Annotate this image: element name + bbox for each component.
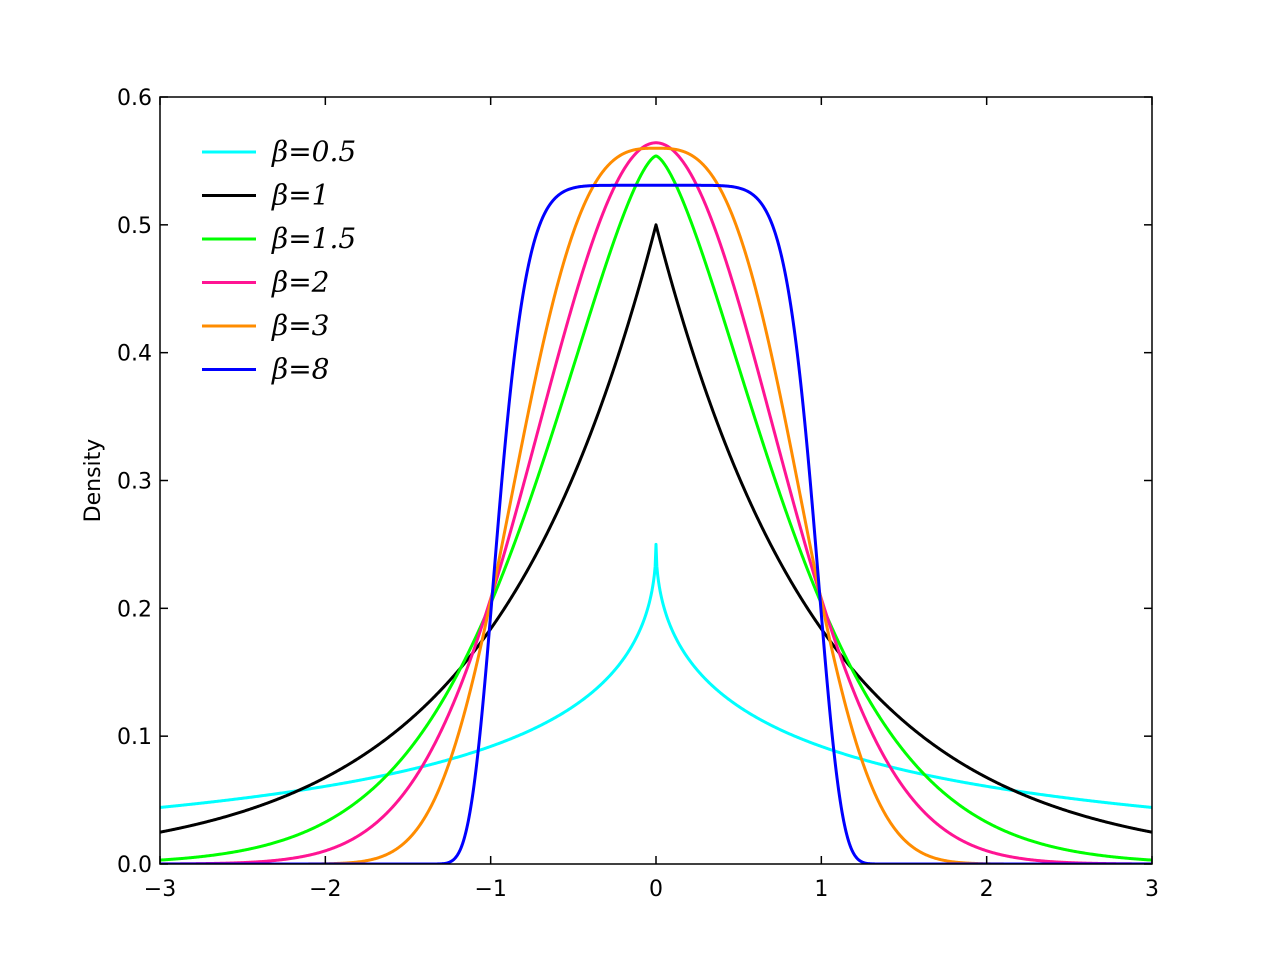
series-line-3 bbox=[160, 141, 1152, 864]
x-tick-label: −1 bbox=[474, 877, 506, 902]
series-line-0 bbox=[160, 542, 1152, 809]
axis-ticks bbox=[159, 96, 1153, 865]
y-tick-label: 0.0 bbox=[117, 853, 152, 878]
legend-label-2: β=1.5 bbox=[271, 222, 356, 255]
x-tick-label: 3 bbox=[1145, 877, 1159, 902]
y-tick-label: 0.6 bbox=[117, 86, 152, 111]
x-tick-label: −2 bbox=[309, 877, 341, 902]
x-tick-label: 0 bbox=[649, 877, 663, 902]
y-axis-label: Density bbox=[81, 439, 106, 523]
plot-frame bbox=[159, 96, 1153, 865]
x-tick-label: −3 bbox=[144, 877, 176, 902]
y-tick-label: 0.2 bbox=[117, 597, 152, 622]
x-tick-label: 2 bbox=[980, 877, 994, 902]
series-line-5 bbox=[160, 183, 1152, 864]
x-tick-label: 1 bbox=[814, 877, 828, 902]
legend-label-1: β=1 bbox=[271, 179, 329, 212]
axis-tick-labels: −3 −2 −1 0 1 2 3 0.0 0.1 0.2 0.3 0.4 0.5 0.6 bbox=[117, 86, 1159, 902]
legend: β=0.5 β=1 β=1.5 β=2 β=3 β=8 bbox=[202, 135, 356, 386]
series-line-4 bbox=[160, 146, 1152, 864]
legend-label-4: β=3 bbox=[271, 309, 329, 342]
y-tick-label: 0.1 bbox=[117, 725, 152, 750]
y-tick-label: 0.4 bbox=[117, 342, 152, 367]
legend-label-5: β=8 bbox=[271, 353, 329, 386]
series-line-1 bbox=[160, 223, 1152, 834]
y-tick-label: 0.3 bbox=[117, 470, 152, 495]
legend-label-0: β=0.5 bbox=[271, 135, 356, 168]
legend-label-3: β=2 bbox=[271, 266, 329, 299]
y-tick-label: 0.5 bbox=[117, 214, 152, 239]
series-line-2 bbox=[160, 154, 1152, 862]
